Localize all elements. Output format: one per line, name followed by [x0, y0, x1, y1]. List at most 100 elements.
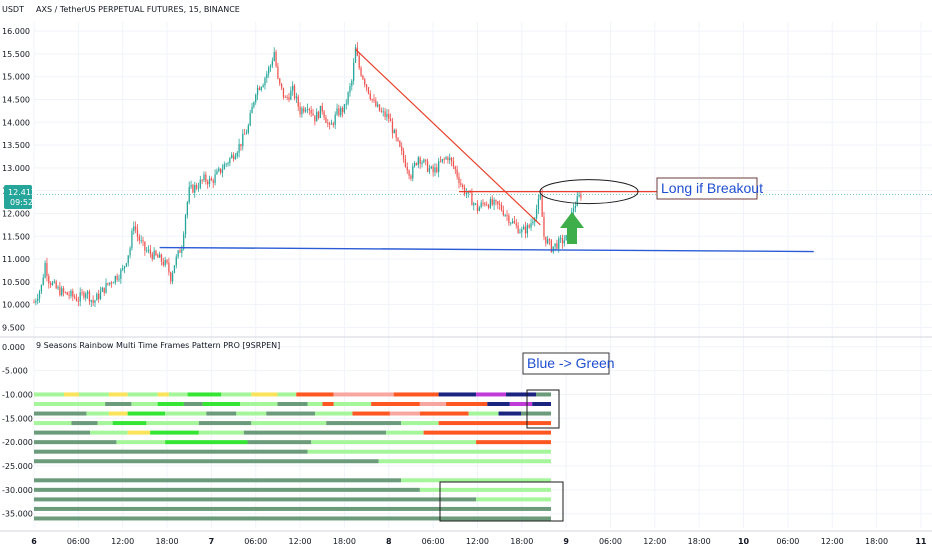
last-price-badge: 12.412 09:52	[4, 185, 36, 209]
time-tick-label: 18:00	[510, 537, 533, 546]
heatmap-segment	[236, 411, 267, 416]
candle	[218, 166, 220, 173]
heatmap-row	[34, 402, 551, 406]
breakout-note[interactable]: Long if Breakout	[656, 177, 763, 200]
candle	[179, 248, 181, 253]
candle	[290, 86, 292, 101]
candle	[484, 201, 486, 207]
time-tick-label: 7	[209, 537, 215, 546]
candle	[423, 158, 425, 164]
candle	[415, 162, 418, 166]
time-tick-label: 10	[738, 537, 750, 546]
heatmap-row	[34, 478, 551, 483]
heatmap-row	[34, 392, 551, 397]
heatmap-segment	[446, 402, 488, 406]
candle	[458, 172, 460, 189]
heatmap-segment	[34, 487, 420, 492]
heatmap-segment	[131, 402, 158, 406]
highlight-box-bottom[interactable]	[439, 481, 564, 522]
heatmap-segment	[165, 440, 248, 445]
candle	[576, 191, 578, 207]
price-tick-label: 15.500	[2, 50, 30, 59]
candle	[162, 257, 164, 267]
candle	[328, 121, 331, 130]
heatmap-segment	[90, 430, 128, 435]
heatmap-segment	[476, 497, 551, 502]
candle	[572, 203, 575, 216]
candle	[513, 215, 516, 224]
candle	[434, 163, 436, 177]
heatmap-segment	[112, 421, 147, 426]
candle	[282, 87, 285, 100]
heatmap-segment	[419, 402, 447, 406]
time-tick-label: 9	[563, 537, 569, 546]
candle	[59, 282, 61, 297]
time-tick-label: 18:00	[333, 537, 356, 546]
down-trendline[interactable]	[355, 48, 541, 226]
candle	[317, 110, 320, 120]
heatmap-segment	[34, 421, 72, 426]
candle	[462, 183, 464, 190]
candle	[42, 273, 44, 286]
candle	[304, 107, 307, 113]
candle	[530, 218, 532, 231]
candle	[85, 291, 87, 302]
candle	[134, 221, 137, 234]
candle	[177, 249, 179, 259]
candle	[312, 108, 314, 116]
blue-green-note-text: Blue -> Green	[527, 355, 615, 371]
candle	[96, 292, 98, 301]
candle	[184, 213, 187, 239]
candle	[541, 189, 543, 217]
candle	[532, 217, 534, 226]
heatmap-segment	[307, 402, 323, 406]
support-line[interactable]	[159, 246, 814, 253]
candle	[341, 106, 344, 118]
candle	[354, 44, 357, 64]
heatmap-segment	[371, 402, 420, 406]
candle	[201, 179, 203, 185]
candle	[109, 282, 111, 287]
candle	[360, 65, 362, 78]
heatmap-row	[34, 459, 551, 464]
candle	[371, 98, 373, 103]
candle	[157, 253, 159, 258]
highlight-box-top[interactable]	[526, 389, 560, 429]
candle	[443, 157, 445, 164]
indicator-axis[interactable]: 0.000 -5.000 -10.000 -15.000 -20.000 -25.000 -…	[2, 343, 33, 519]
candle	[389, 113, 392, 122]
candle	[57, 285, 59, 291]
candle	[497, 200, 499, 210]
candle	[510, 222, 512, 226]
time-tick-label: 06:00	[244, 537, 267, 546]
heatmap-segment	[71, 421, 98, 426]
heatmap-segment	[116, 440, 166, 445]
candle	[391, 117, 394, 139]
heatmap-segment	[509, 402, 533, 406]
heatmap-segment	[468, 411, 499, 416]
heatmap-segment	[198, 421, 252, 426]
time-axis[interactable]: 6 06:00 12:00 18:00 7 06:00 12:00 18:00 8 06:00 12…	[31, 537, 927, 546]
candle	[545, 236, 547, 247]
candle	[238, 138, 240, 158]
chart-drawings[interactable]	[34, 48, 932, 522]
price-tick-label: 10.000	[2, 301, 30, 310]
candle	[548, 237, 551, 246]
up-arrow-icon[interactable]	[560, 212, 584, 244]
candle	[426, 158, 429, 173]
heatmap-segment	[221, 392, 252, 397]
heatmap-segment	[277, 392, 297, 397]
time-tick-label: 18:00	[865, 537, 888, 546]
breakout-ellipse[interactable]	[539, 179, 639, 205]
breakout-note-box	[656, 177, 758, 200]
blue-green-note[interactable]: Blue -> Green	[522, 352, 615, 375]
candle	[508, 213, 510, 226]
time-tick-label: 06:00	[776, 537, 799, 546]
candle	[131, 228, 133, 251]
candle	[340, 106, 342, 118]
heatmap-segment	[34, 506, 551, 511]
price-axis[interactable]: 16.000 15.500 15.000 14.500 14.000 13.500 13.0…	[2, 27, 30, 332]
candle	[79, 287, 81, 307]
candle	[273, 47, 275, 62]
